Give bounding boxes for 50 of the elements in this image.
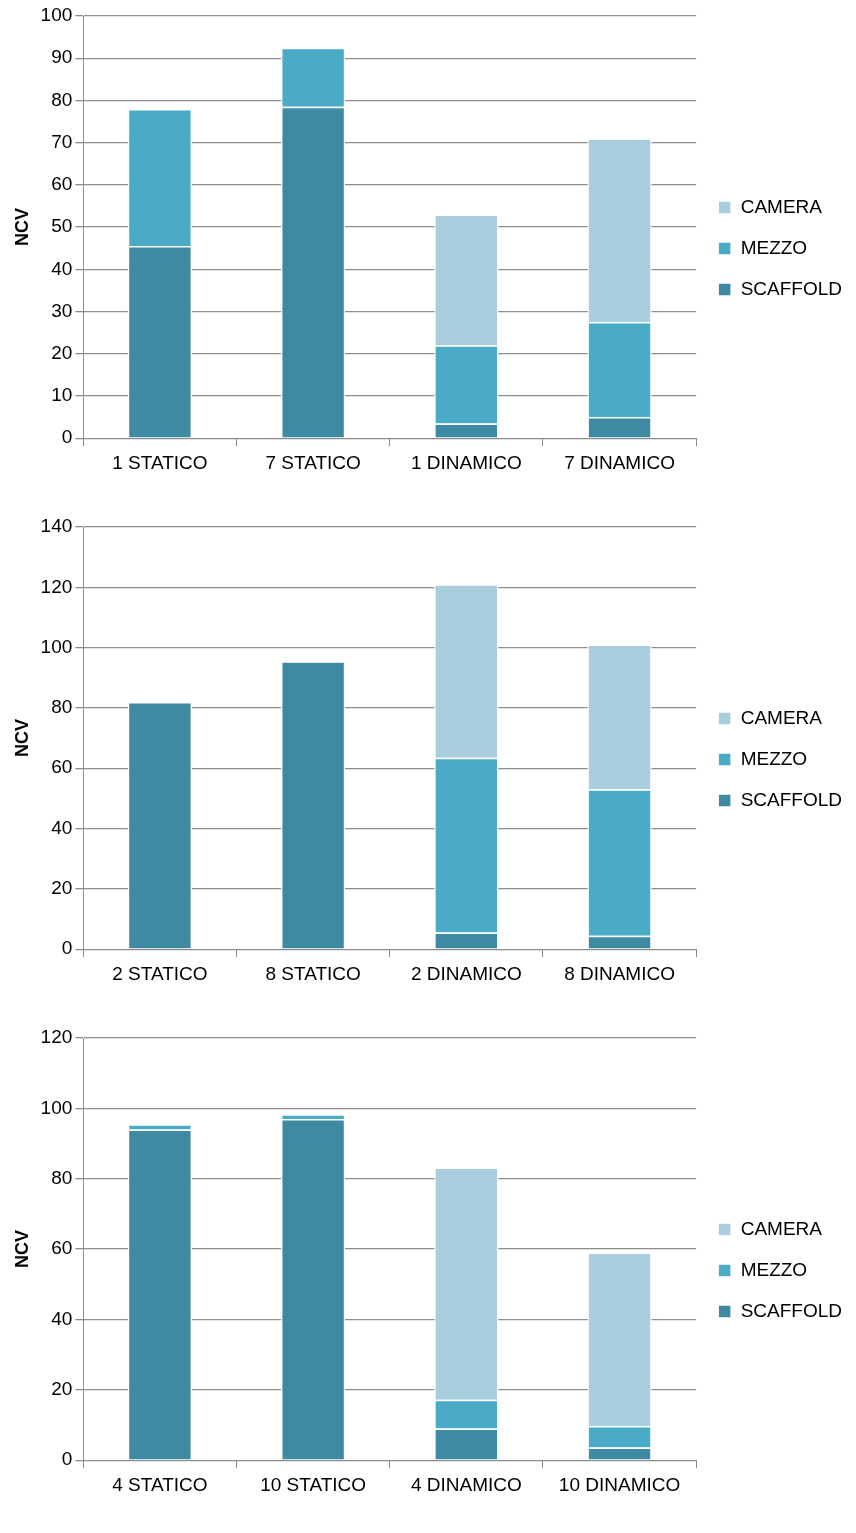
x-tick-label: 10 DINAMICO <box>558 1473 681 1495</box>
x-tick-label: 2 DINAMICO <box>410 962 522 984</box>
y-axis-title: NCV <box>11 1230 32 1269</box>
y-tick-label: 60 <box>51 1237 73 1259</box>
y-tick-label: 80 <box>51 696 73 718</box>
legend-label: SCAFFOLD <box>740 1299 843 1321</box>
y-tick-label: 90 <box>51 46 73 68</box>
legend-label: SCAFFOLD <box>740 277 843 299</box>
y-tick-label: 0 <box>61 1448 73 1470</box>
y-tick-label: 80 <box>51 1166 73 1188</box>
x-tick-label: 2 STATICO <box>112 962 208 984</box>
y-tick-label: 40 <box>51 816 73 838</box>
x-tick-label: 7 DINAMICO <box>564 451 675 473</box>
y-tick-label: 100 <box>40 635 73 657</box>
x-tick-label: 8 STATICO <box>265 962 361 984</box>
x-tick-label: 8 DINAMICO <box>564 962 675 984</box>
y-tick-label: 70 <box>51 130 73 152</box>
y-tick-label: 120 <box>40 575 73 597</box>
legend-label: SCAFFOLD <box>740 788 843 810</box>
y-axis-title: NCV <box>11 719 32 758</box>
y-tick-label: 60 <box>51 756 73 778</box>
y-tick-label: 40 <box>51 1307 73 1329</box>
y-tick-label: 80 <box>51 88 73 110</box>
x-tick-label: 4 DINAMICO <box>410 1473 522 1495</box>
y-tick-label: 100 <box>40 4 73 26</box>
legend-label: MEZZO <box>740 1258 808 1280</box>
y-tick-label: 30 <box>51 299 73 321</box>
y-tick-label: 140 <box>40 515 73 537</box>
y-tick-label: 0 <box>61 426 73 448</box>
x-tick-label: 1 STATICO <box>112 451 208 473</box>
y-tick-label: 50 <box>51 215 73 237</box>
y-tick-label: 100 <box>40 1096 73 1118</box>
y-tick-label: 20 <box>51 1378 73 1400</box>
legend-label: CAMERA <box>740 706 823 728</box>
x-tick-label: 7 STATICO <box>265 451 361 473</box>
y-tick-label: 40 <box>51 257 73 279</box>
y-tick-label: 10 <box>51 384 73 406</box>
y-tick-label: 60 <box>51 173 73 195</box>
x-tick-label: 10 STATICO <box>260 1473 367 1495</box>
legend-label: MEZZO <box>740 747 808 769</box>
y-tick-label: 0 <box>61 937 73 959</box>
y-tick-label: 20 <box>51 341 73 363</box>
legend-label: CAMERA <box>740 195 823 217</box>
x-tick-label: 1 DINAMICO <box>410 451 522 473</box>
x-tick-label: 4 STATICO <box>112 1473 208 1495</box>
legend-label: MEZZO <box>740 236 808 258</box>
y-tick-label: 20 <box>51 877 73 899</box>
legend-label: CAMERA <box>740 1217 823 1239</box>
y-tick-label: 120 <box>40 1026 73 1048</box>
y-axis-title: NCV <box>11 208 32 247</box>
